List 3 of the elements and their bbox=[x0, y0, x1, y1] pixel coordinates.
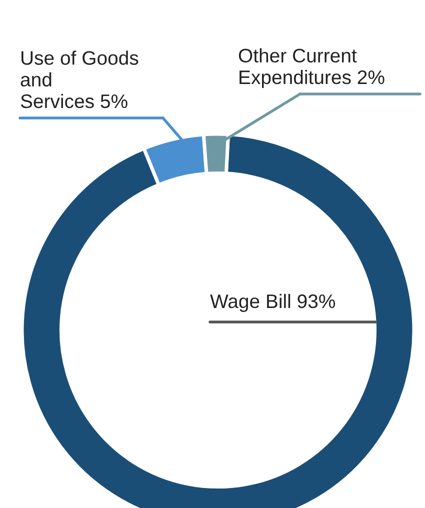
slice-label: Use of Goods and Services 5% bbox=[20, 50, 138, 108]
slice-label: Wage Bill 93% bbox=[210, 294, 336, 312]
slice-label: Other Current Expenditures 2% bbox=[238, 48, 384, 88]
